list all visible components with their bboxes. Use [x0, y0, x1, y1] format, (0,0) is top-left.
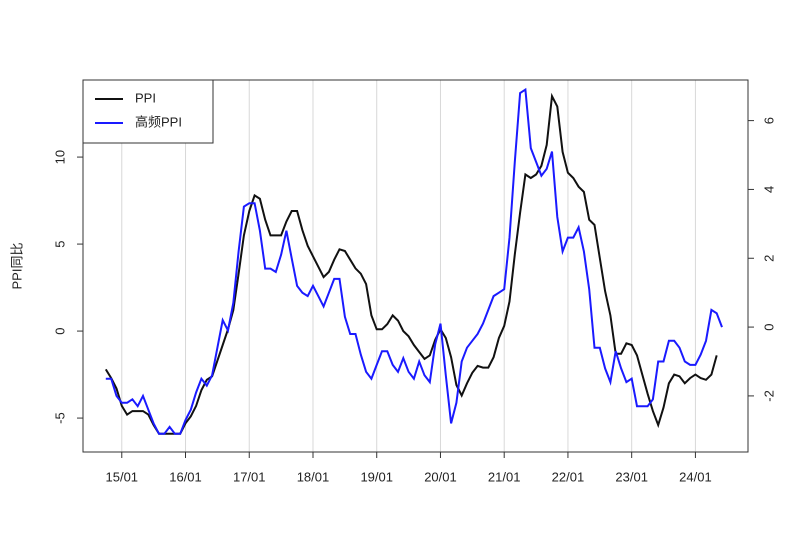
series-line [104, 92, 718, 435]
x-tick-label: 18/01 [297, 469, 330, 484]
x-tick-label: 22/01 [552, 469, 585, 484]
x-tick-label: 20/01 [424, 469, 457, 484]
y-axis-label: PPI同比 [9, 243, 24, 290]
y2-tick-label: -2 [761, 390, 776, 402]
x-tick-label: 15/01 [106, 469, 139, 484]
y-tick-label: 5 [52, 240, 67, 247]
y-tick-label: 0 [52, 327, 67, 334]
x-tick-label: 16/01 [169, 469, 202, 484]
y-tick-label: -5 [52, 412, 67, 424]
x-tick-label: 17/01 [233, 469, 266, 484]
legend-label: 高频PPI [135, 114, 182, 129]
x-tick-label: 24/01 [679, 469, 712, 484]
legend-label: PPI [135, 90, 156, 105]
x-tick-label: 21/01 [488, 469, 521, 484]
y-tick-label: 10 [52, 150, 67, 164]
y2-tick-label: 2 [761, 255, 776, 262]
x-tick-label: 19/01 [360, 469, 393, 484]
series-line [105, 87, 723, 435]
y2-tick-label: 4 [761, 186, 776, 193]
x-tick-label: 23/01 [615, 469, 648, 484]
legend-box [82, 79, 214, 144]
y2-tick-label: 6 [761, 117, 776, 124]
plot-frame [82, 79, 749, 453]
y2-tick-label: 0 [761, 323, 776, 330]
